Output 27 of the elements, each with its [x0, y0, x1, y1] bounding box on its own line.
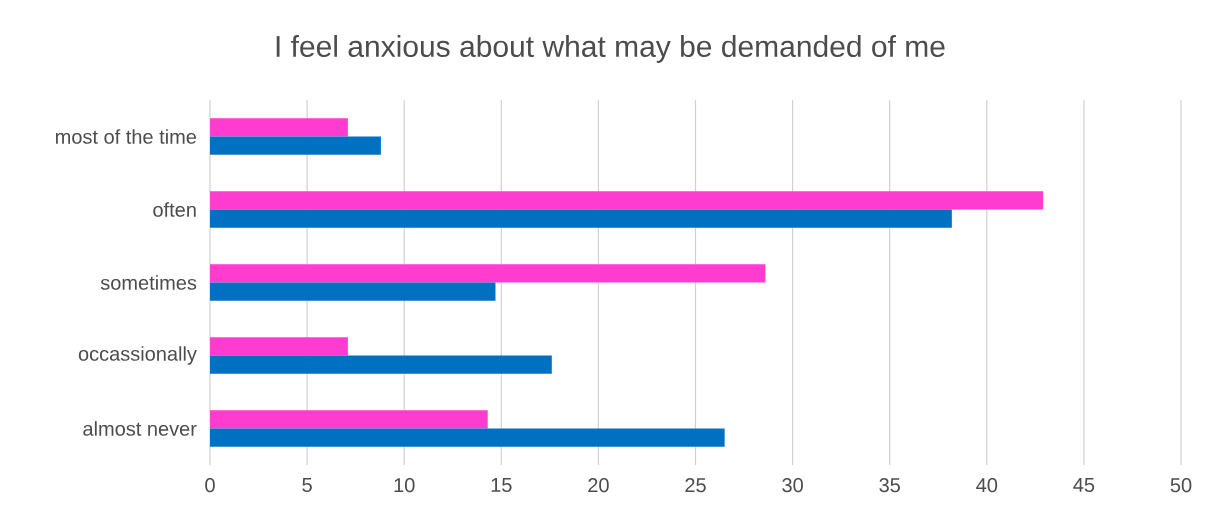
bar [210, 282, 496, 301]
bar [210, 209, 952, 228]
bar [210, 428, 725, 447]
x-tick-label: 35 [879, 478, 900, 493]
bar [210, 355, 552, 374]
y-tick-label: occassionally [78, 346, 197, 365]
x-tick-label: 0 [205, 478, 215, 493]
x-tick-label: 50 [1170, 478, 1192, 493]
x-tick-label: 20 [588, 478, 609, 493]
bar [210, 410, 488, 429]
x-tick-label: 30 [782, 478, 803, 493]
y-tick-label: sometimes [100, 275, 197, 290]
chart-title: I feel anxious about what may be demanded of me [276, 35, 945, 63]
x-tick-label: 45 [1073, 478, 1095, 493]
bar [210, 191, 1044, 210]
x-tick-label: 15 [491, 478, 512, 493]
bar [210, 337, 348, 356]
bar [210, 118, 348, 137]
x-tick-label: 25 [685, 478, 706, 493]
y-tick-label: most of the time [55, 129, 197, 144]
x-tick-label: 40 [976, 478, 998, 493]
bar [210, 136, 381, 155]
bar [210, 264, 766, 283]
y-tick-label: often [153, 202, 196, 217]
x-tick-label: 5 [302, 478, 312, 493]
y-tick-label: almost never [83, 421, 197, 436]
x-tick-label: 10 [394, 478, 415, 493]
